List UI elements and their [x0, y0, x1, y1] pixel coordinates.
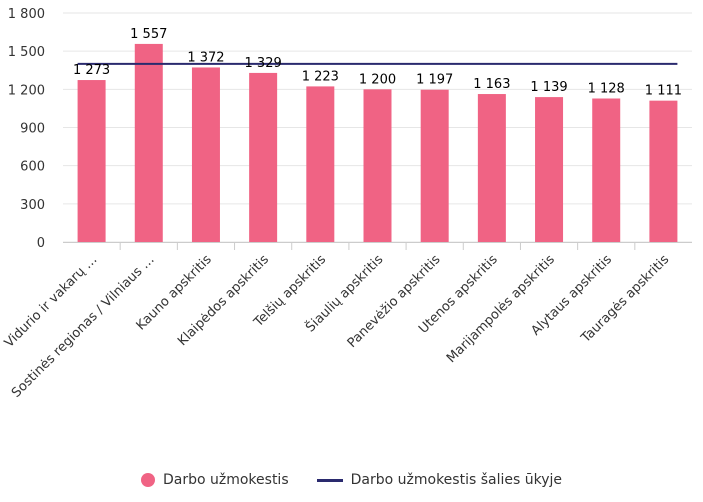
data-label: 1 557 [130, 27, 167, 42]
bar[interactable] [363, 89, 392, 242]
y-tick-label: 900 [20, 122, 45, 137]
data-label: 1 372 [187, 50, 224, 65]
x-tick-label: Marijampolės apskritis [444, 252, 558, 366]
bar[interactable] [306, 86, 335, 242]
data-label: 1 139 [530, 80, 567, 95]
x-tick-label: Vidurio ir vakarų … [2, 252, 101, 351]
bar[interactable] [134, 43, 163, 242]
data-label: 1 111 [645, 84, 682, 99]
legend-item-bars[interactable]: Darbo užmokestis [140, 472, 289, 488]
data-label: 1 197 [416, 73, 453, 88]
data-label: 1 273 [73, 63, 110, 78]
legend-marker-circle [140, 473, 155, 487]
data-label: 1 163 [473, 77, 510, 92]
data-label: 1 329 [245, 56, 282, 71]
data-label: 1 128 [588, 81, 625, 96]
x-tick-label: Panevėžio apskritis [345, 252, 444, 351]
y-tick-label: 1 500 [8, 45, 45, 60]
y-tick-label: 1 200 [8, 83, 45, 98]
chart: 0 300 600 900 1 200 1 500 1 800 1 273 1 557 1 37… [2, 7, 692, 401]
y-axis: 0 300 600 900 1 200 1 500 1 800 [8, 7, 45, 251]
bar[interactable] [249, 72, 278, 243]
bar[interactable] [535, 97, 564, 242]
bar[interactable] [420, 89, 449, 242]
data-labels: 1 273 1 557 1 372 1 329 1 223 1 200 1 197 1 163… [73, 27, 682, 99]
y-tick-label: 1 800 [8, 7, 45, 22]
data-label: 1 200 [359, 72, 396, 87]
data-label: 1 223 [302, 69, 339, 84]
legend-label-line: Darbo užmokestis šalies ūkyje [350, 472, 562, 488]
bar[interactable] [477, 94, 506, 242]
y-tick-label: 0 [37, 236, 45, 251]
bar[interactable] [592, 98, 621, 242]
y-tick-label: 600 [20, 160, 45, 175]
y-tick-label: 300 [20, 198, 45, 213]
bar-series [77, 43, 678, 243]
legend: Darbo užmokestis Darbo užmokestis šalies… [0, 468, 703, 492]
bar[interactable] [191, 67, 220, 242]
bar[interactable] [649, 100, 678, 242]
legend-label-bars: Darbo užmokestis [162, 472, 289, 488]
bar[interactable] [77, 80, 106, 242]
legend-marker-line [316, 478, 343, 482]
legend-item-line[interactable]: Darbo užmokestis šalies ūkyje [316, 472, 562, 488]
x-axis: Vidurio ir vakarų …Sostinės regionas / V… [2, 242, 692, 401]
